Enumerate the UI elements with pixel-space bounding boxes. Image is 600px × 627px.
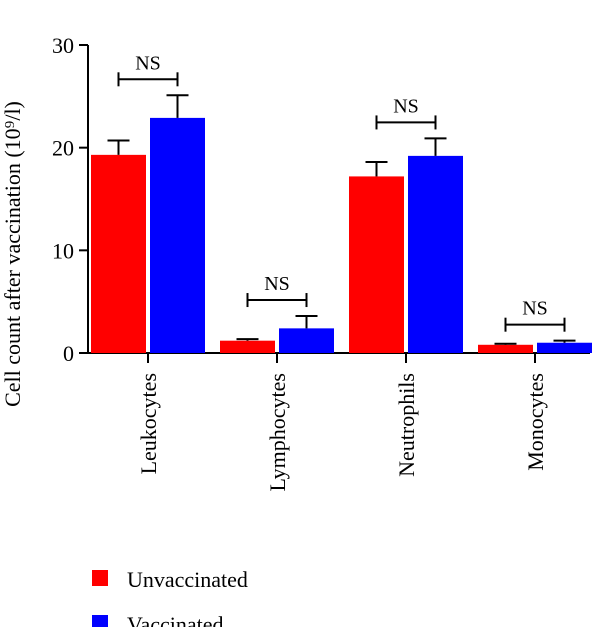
y-tick-label-0: 0 (63, 341, 74, 366)
legend-label-vaccinated: Vaccinated (127, 612, 224, 627)
annotations: NS NS NS NS (117, 52, 566, 332)
legend-label-unvaccinated: Unvaccinated (127, 567, 248, 592)
bar-vaccinated-neutrophils (408, 155, 463, 353)
category-label-monocytes: Monocytes (523, 373, 548, 471)
legend-swatch-vaccinated (92, 615, 108, 627)
bar-unvaccinated-leukocytes (91, 154, 146, 353)
bar-unvaccinated-monocytes (478, 344, 533, 353)
bars (91, 94, 592, 353)
y-tick-label-20: 20 (52, 136, 74, 161)
ns-label-lymphocytes: NS (264, 273, 290, 295)
legend-swatch-unvaccinated (92, 570, 108, 586)
category-label-leukocytes: Leukocytes (136, 373, 161, 474)
ns-label-leukocytes: NS (135, 52, 161, 74)
bar-unvaccinated-lymphocytes (220, 340, 275, 353)
legend: Unvaccinated Vaccinated (92, 567, 248, 627)
axes: 0 10 20 30 Cell count after vaccination (10⁹… (0, 33, 590, 492)
y-tick-label-10: 10 (52, 238, 74, 263)
category-label-lymphocytes: Lymphocytes (265, 373, 290, 492)
bar-vaccinated-lymphocytes (279, 328, 334, 353)
bar-vaccinated-leukocytes (150, 117, 205, 353)
bar-vaccinated-monocytes (537, 342, 592, 353)
category-label-neutrophils: Neutrophils (394, 373, 419, 477)
ns-label-monocytes: NS (522, 298, 548, 320)
y-axis-title: Cell count after vaccination (10⁹/l) (0, 101, 25, 407)
y-tick-label-30: 30 (52, 33, 74, 58)
bar-unvaccinated-neutrophils (349, 176, 404, 353)
ns-label-neutrophils: NS (393, 95, 419, 117)
